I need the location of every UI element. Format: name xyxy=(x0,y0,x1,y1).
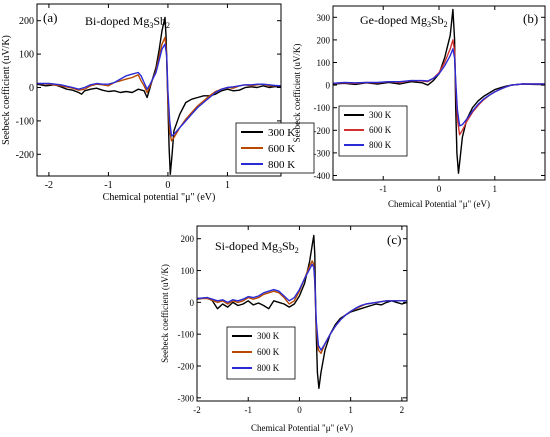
legend-label: 300 K xyxy=(268,127,295,139)
series-line-800-k xyxy=(333,48,545,127)
y-tick-label: -300 xyxy=(314,148,331,158)
x-tick-label: 0 xyxy=(437,184,442,194)
series-line-800-k xyxy=(197,263,407,351)
y-tick-label: -100 xyxy=(178,330,195,340)
title-text: Bi-doped Mg xyxy=(85,14,149,28)
legend-label: 800 K xyxy=(268,159,295,171)
chart-panel-1: -2 -1 0 1 -200 -100 0 100 200 Chemical potential … xyxy=(1,3,315,203)
x-tick-label: -2 xyxy=(193,405,201,415)
y-tick-label: 100 xyxy=(181,266,195,276)
title-text: Sb xyxy=(431,13,444,27)
y-tick-label: 100 xyxy=(317,58,331,68)
x-tick-label: 0 xyxy=(165,180,170,191)
title-subscript: 3 xyxy=(427,20,431,29)
legend-label: 300 K xyxy=(369,110,392,120)
series-line-300-k xyxy=(37,16,281,175)
title-subscript: 3 xyxy=(278,246,282,255)
y-tick-label: 200 xyxy=(317,35,331,45)
legend-label: 300 K xyxy=(257,331,280,341)
title-subscript: 2 xyxy=(444,20,448,29)
y-tick-label: 0 xyxy=(29,83,34,94)
y-tick-label: -100 xyxy=(314,103,331,113)
y-axis-label: Seebeck coefficient (uV/K) xyxy=(1,35,12,145)
y-tick-label: -400 xyxy=(314,171,331,181)
title-subscript: 2 xyxy=(295,246,299,255)
panel-title: Ge-doped Mg3Sb2 xyxy=(360,13,448,29)
x-tick-label: -1 xyxy=(244,405,252,415)
panel-label: (c) xyxy=(387,232,401,247)
series-line-800-k xyxy=(37,43,281,137)
series-line-300-k xyxy=(333,8,545,174)
legend-label: 600 K xyxy=(257,347,280,357)
title-subscript: 3 xyxy=(149,21,153,30)
x-tick-label: 1 xyxy=(225,180,230,191)
x-tick-label: 1 xyxy=(348,405,353,415)
y-tick-label: -200 xyxy=(178,362,195,372)
x-tick-label: -1 xyxy=(379,184,387,194)
y-tick-label: 0 xyxy=(190,298,195,308)
legend-label: 800 K xyxy=(257,363,280,373)
x-tick-label: -1 xyxy=(104,180,112,191)
title-text: Si-doped Mg xyxy=(215,239,278,253)
y-tick-label: -200 xyxy=(314,126,331,136)
legend-label: 600 K xyxy=(268,143,295,155)
y-tick-label: 200 xyxy=(19,16,34,27)
y-tick-label: 300 xyxy=(317,13,331,23)
title-text: Ge-doped Mg xyxy=(360,13,427,27)
y-tick-label: -200 xyxy=(16,150,34,161)
x-tick-label: -2 xyxy=(45,180,53,191)
y-tick-label: 0 xyxy=(326,81,331,91)
y-tick-label: 200 xyxy=(181,234,195,244)
x-axis-label: Chemical Potential "μ" (eV) xyxy=(251,423,353,433)
legend-label: 800 K xyxy=(369,140,392,150)
chart-panel-3: -2 -1 0 1 2 -300 -200 -100 0 100 200 Chemical Poten… xyxy=(160,225,408,433)
panel-label: (a) xyxy=(43,10,57,25)
x-axis-label: Chemical potential "μ" (eV) xyxy=(103,192,216,203)
legend-label: 600 K xyxy=(369,125,392,135)
x-axis-label: Chemical Potential "μ" (eV) xyxy=(388,199,490,209)
x-tick-label: 1 xyxy=(493,184,498,194)
y-tick-label: -100 xyxy=(16,116,34,127)
plot-frame xyxy=(36,3,282,177)
y-axis-label: Seebeck coefficient (uV/K) xyxy=(292,44,302,143)
panel-title: Bi-doped Mg3Sb2 xyxy=(85,14,170,30)
plot-frame xyxy=(196,225,408,402)
title-subscript: 2 xyxy=(166,21,170,30)
series-line-300-k xyxy=(197,234,407,389)
x-tick-label: 2 xyxy=(400,405,405,415)
panel-title: Si-doped Mg3Sb2 xyxy=(215,239,299,255)
title-text: Sb xyxy=(153,14,166,28)
y-axis-label: Seebeck coefficient (uV/K) xyxy=(160,264,170,363)
title-text: Sb xyxy=(282,239,295,253)
y-tick-label: -300 xyxy=(178,393,195,403)
y-tick-label: 100 xyxy=(19,50,34,61)
chart-panel-2: -1 0 1 -400 -300 -200 -100 0 100 200 300 Chemical P… xyxy=(292,5,546,209)
panel-label: (b) xyxy=(523,11,538,26)
x-tick-label: 0 xyxy=(297,405,302,415)
